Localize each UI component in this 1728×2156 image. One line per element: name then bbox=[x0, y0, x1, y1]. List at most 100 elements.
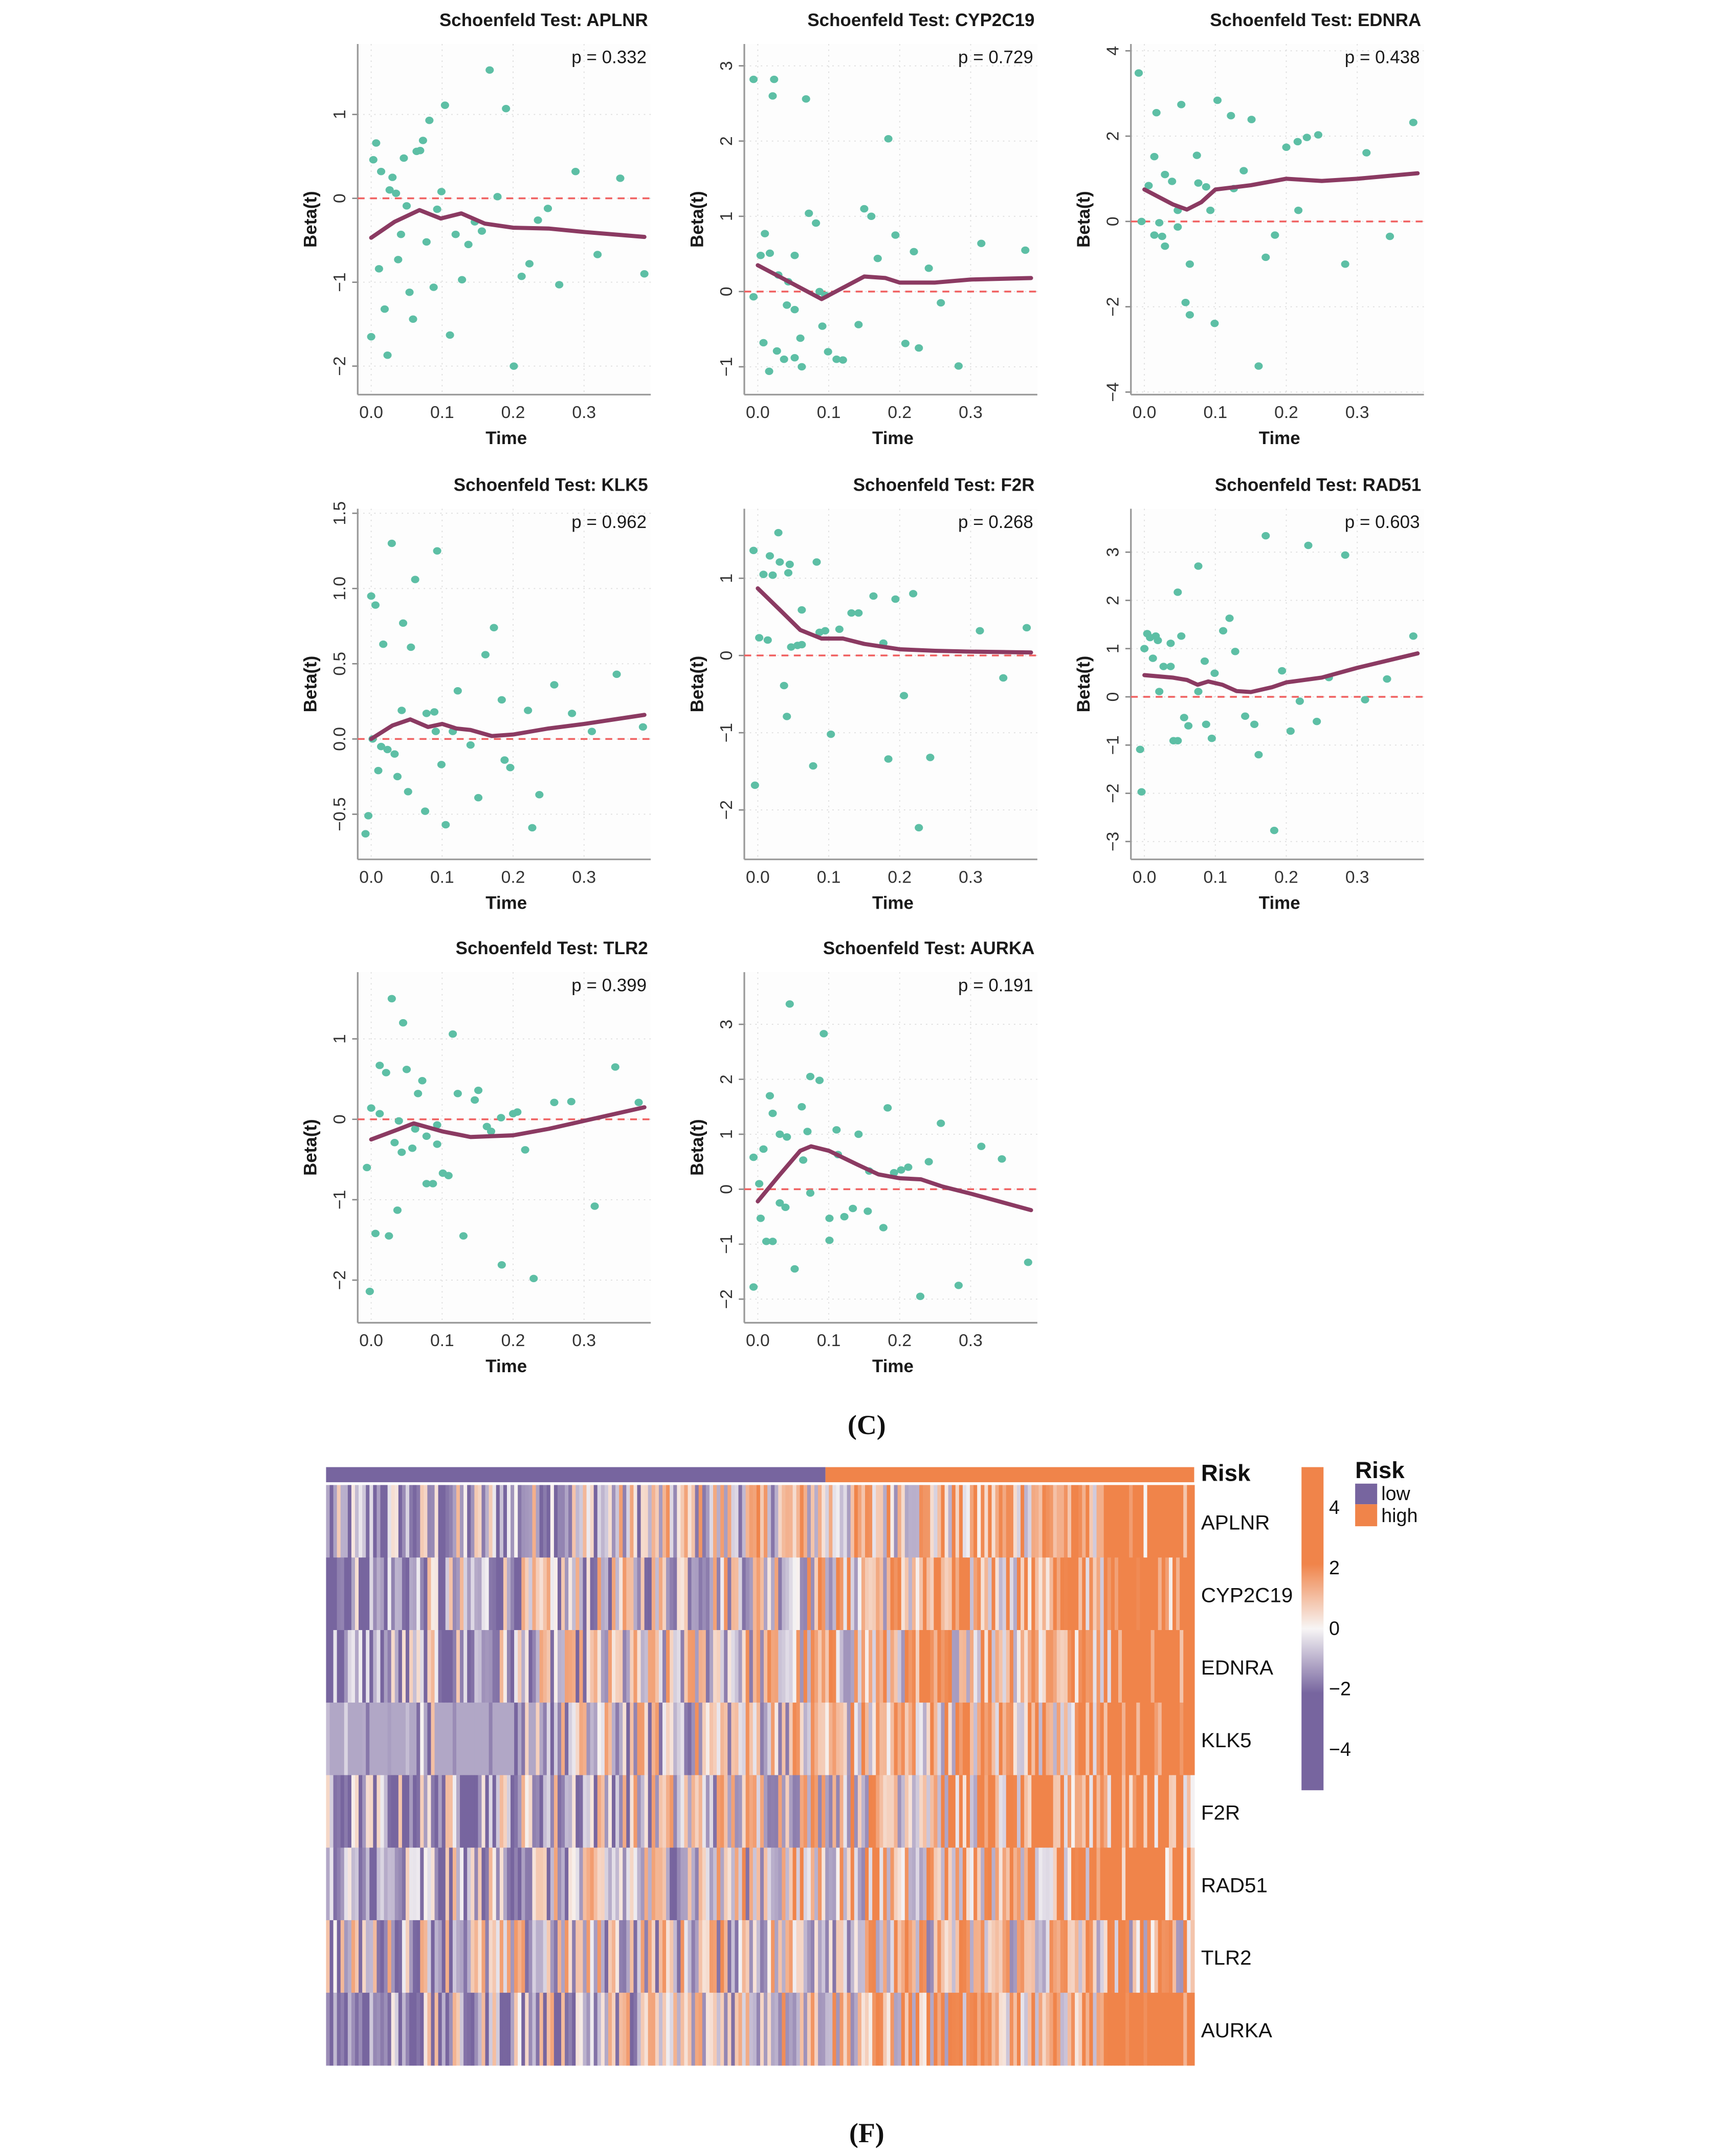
x-tick-label: 0.0 bbox=[359, 403, 383, 422]
heatmap-cell bbox=[601, 1702, 605, 1776]
heatmap-cell bbox=[1035, 1920, 1039, 1993]
heatmap-cell bbox=[1028, 1847, 1032, 1921]
heatmap-cell bbox=[579, 1702, 584, 1776]
heatmap-cell bbox=[1187, 1557, 1191, 1631]
heatmap-cell bbox=[1056, 1847, 1061, 1921]
heatmap-cell bbox=[637, 1630, 641, 1703]
heatmap-cell bbox=[792, 1992, 797, 2066]
heatmap-cell bbox=[666, 1702, 671, 1776]
heatmap-cell bbox=[869, 1775, 873, 1849]
heatmap-cell bbox=[1133, 1557, 1137, 1631]
heatmap-cell bbox=[934, 1847, 938, 1921]
heatmap-cell bbox=[742, 1920, 746, 1993]
heatmap-cell bbox=[1150, 1992, 1155, 2066]
data-point bbox=[749, 1153, 758, 1161]
heatmap-cell bbox=[735, 1992, 739, 2066]
heatmap-cell bbox=[764, 1702, 768, 1776]
heatmap-cell bbox=[1133, 1485, 1137, 1558]
heatmap-cell bbox=[1024, 1847, 1029, 1921]
heatmap-cell bbox=[948, 1920, 952, 1993]
heatmap-cell bbox=[890, 1775, 895, 1849]
data-point bbox=[824, 348, 832, 356]
heatmap-cell bbox=[1180, 1630, 1184, 1703]
heatmap-cell bbox=[670, 1775, 674, 1849]
heatmap-cell bbox=[565, 1485, 569, 1558]
heatmap-cell bbox=[373, 1920, 378, 1993]
heatmap-cell bbox=[684, 1485, 689, 1558]
heatmap-cell bbox=[1009, 1775, 1014, 1849]
heatmap-cell bbox=[568, 1992, 573, 2066]
heatmap-cell bbox=[553, 1557, 559, 1631]
data-point bbox=[901, 340, 910, 347]
heatmap-cell bbox=[1060, 1775, 1065, 1849]
data-point bbox=[1177, 632, 1186, 640]
heatmap-cell bbox=[850, 1702, 855, 1776]
heatmap-cell bbox=[655, 1630, 660, 1703]
heatmap-cell bbox=[727, 1992, 732, 2066]
heatmap-cell bbox=[347, 1775, 352, 1849]
panel-title: Schoenfeld Test: RAD51 bbox=[1215, 475, 1421, 495]
data-point bbox=[466, 741, 475, 749]
heatmap-cell bbox=[1024, 1557, 1029, 1631]
heatmap-cell bbox=[394, 1557, 399, 1631]
heatmap-cell bbox=[583, 1920, 587, 1993]
heatmap-cell bbox=[546, 1630, 551, 1703]
heatmap-cell bbox=[1009, 1702, 1014, 1776]
heatmap-cell bbox=[1024, 1485, 1029, 1558]
data-point bbox=[1150, 231, 1159, 239]
y-tick-label: 1.0 bbox=[330, 577, 349, 601]
heatmap-cell bbox=[959, 1847, 963, 1921]
heatmap-cell bbox=[362, 1557, 367, 1631]
heatmap-cell bbox=[778, 1847, 783, 1921]
heatmap-cell bbox=[680, 1702, 685, 1776]
heatmap-cell bbox=[326, 1702, 330, 1776]
heatmap-cell bbox=[709, 1775, 714, 1849]
data-point bbox=[1154, 636, 1162, 644]
risk-heatmap: RiskAPLNRCYP2C19EDNRAKLK5F2RRAD51TLR2AUR… bbox=[326, 1457, 1417, 2066]
heatmap-cell bbox=[1053, 1847, 1057, 1921]
heatmap-cell bbox=[717, 1992, 721, 2066]
heatmap-cell bbox=[463, 1847, 468, 1921]
heatmap-cell bbox=[387, 1485, 392, 1558]
heatmap-cell bbox=[1172, 1630, 1177, 1703]
heatmap-cell bbox=[724, 1775, 728, 1849]
heatmap-cell bbox=[514, 1702, 519, 1776]
x-axis-label: Time bbox=[485, 1356, 527, 1376]
heatmap-cell bbox=[966, 1992, 971, 2066]
heatmap-cell bbox=[705, 1485, 711, 1558]
heatmap-cell bbox=[832, 1920, 837, 1993]
data-point bbox=[847, 609, 856, 617]
data-point bbox=[590, 1202, 599, 1210]
heatmap-cell bbox=[601, 1557, 605, 1631]
heatmap-cell bbox=[1168, 1485, 1173, 1558]
heatmap-cell bbox=[1118, 1702, 1123, 1776]
heatmap-cell bbox=[695, 1702, 699, 1776]
heatmap-cell bbox=[774, 1920, 779, 1993]
heatmap-cell bbox=[575, 1775, 580, 1849]
data-point bbox=[854, 1130, 863, 1138]
heatmap-cell bbox=[865, 1485, 870, 1558]
heatmap-cell bbox=[481, 1992, 486, 2066]
heatmap-cell bbox=[959, 1920, 963, 1993]
heatmap-cell bbox=[481, 1630, 486, 1703]
smoothed-beta-line bbox=[369, 713, 647, 741]
heatmap-cell bbox=[536, 1920, 540, 1993]
x-tick-label: 0.1 bbox=[430, 403, 454, 422]
x-tick-label: 0.2 bbox=[501, 403, 525, 422]
heatmap-cell bbox=[1118, 1485, 1123, 1558]
data-point bbox=[999, 674, 1008, 682]
heatmap-cell bbox=[499, 1630, 504, 1703]
heatmap-cell bbox=[857, 1702, 862, 1776]
heatmap-cell bbox=[427, 1847, 432, 1921]
heatmap-cell bbox=[1103, 1920, 1108, 1993]
heatmap-cell bbox=[373, 1992, 378, 2066]
heatmap-cell bbox=[380, 1847, 385, 1921]
heatmap-cell bbox=[951, 1920, 956, 1993]
heatmap-cell bbox=[593, 1992, 598, 2066]
heatmap-cell bbox=[1009, 1920, 1014, 1993]
heatmap-cell bbox=[398, 1775, 403, 1849]
data-point bbox=[441, 821, 450, 829]
heatmap-cell bbox=[550, 1485, 555, 1558]
heatmap-cell bbox=[926, 1557, 931, 1631]
heatmap-cell bbox=[901, 1702, 905, 1776]
